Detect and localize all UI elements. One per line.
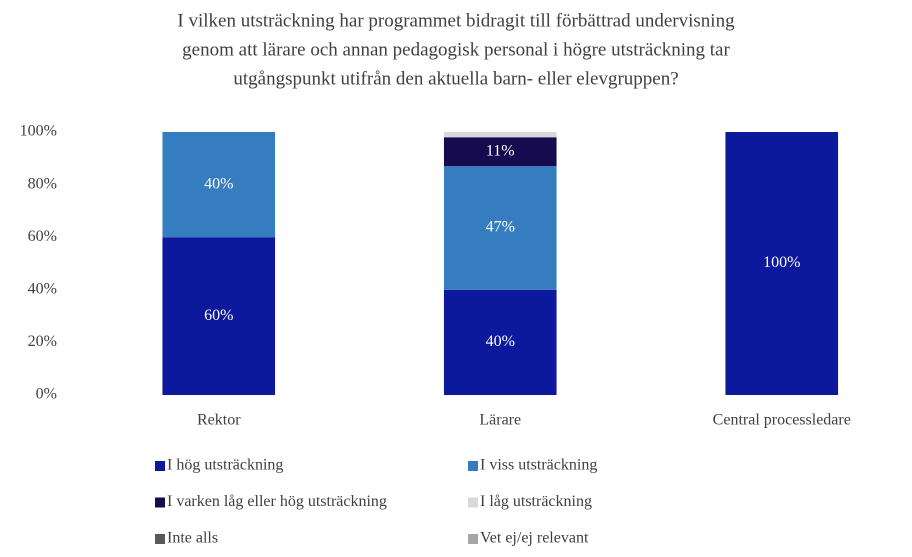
- bar-segment: [443, 289, 557, 395]
- legend-swatch: [468, 461, 478, 471]
- legend-label: I låg utsträckning: [480, 493, 592, 510]
- y-tick-label: 60%: [28, 228, 57, 245]
- legend-swatch: [468, 497, 478, 508]
- bar-segment: [162, 132, 276, 238]
- x-tick-label: Central processledare: [713, 412, 851, 429]
- legend-label: I viss utsträckning: [480, 457, 597, 474]
- data-label: 60%: [204, 307, 233, 324]
- x-tick-label: Lärare: [479, 412, 521, 429]
- legend-swatch: [468, 534, 478, 544]
- data-label: 40%: [204, 175, 233, 192]
- y-tick-label: 40%: [28, 280, 57, 297]
- legend-label: I hög utsträckning: [167, 457, 283, 474]
- legend-swatch: [155, 497, 165, 508]
- legend-label: I varken låg eller hög utsträckning: [167, 493, 387, 510]
- data-label: 100%: [763, 254, 800, 271]
- bar-segment: [443, 137, 557, 167]
- y-tick-label: 20%: [28, 333, 57, 350]
- legend-swatch: [155, 534, 165, 544]
- y-tick-label: 80%: [28, 175, 57, 192]
- y-tick-label: 100%: [20, 123, 57, 140]
- data-label: 11%: [486, 142, 515, 159]
- legend-swatch: [155, 461, 165, 471]
- data-label: 40%: [486, 333, 515, 350]
- legend-label: Vet ej/ej relevant: [480, 530, 589, 547]
- bar-segment: [443, 132, 557, 138]
- data-label: 47%: [486, 219, 515, 236]
- chart-title: I vilken utsträckning har programmet bid…: [177, 10, 735, 31]
- chart-title: genom att lärare och annan pedagogisk pe…: [182, 39, 730, 60]
- bar-segment: [162, 237, 276, 395]
- bar-segment: [443, 166, 557, 290]
- chart-title: utgångspunkt utifrån den aktuella barn- …: [233, 68, 678, 89]
- y-tick-label: 0%: [36, 386, 57, 403]
- x-tick-label: Rektor: [197, 412, 241, 429]
- bar-segment: [725, 132, 839, 395]
- legend-label: Inte alls: [167, 530, 218, 547]
